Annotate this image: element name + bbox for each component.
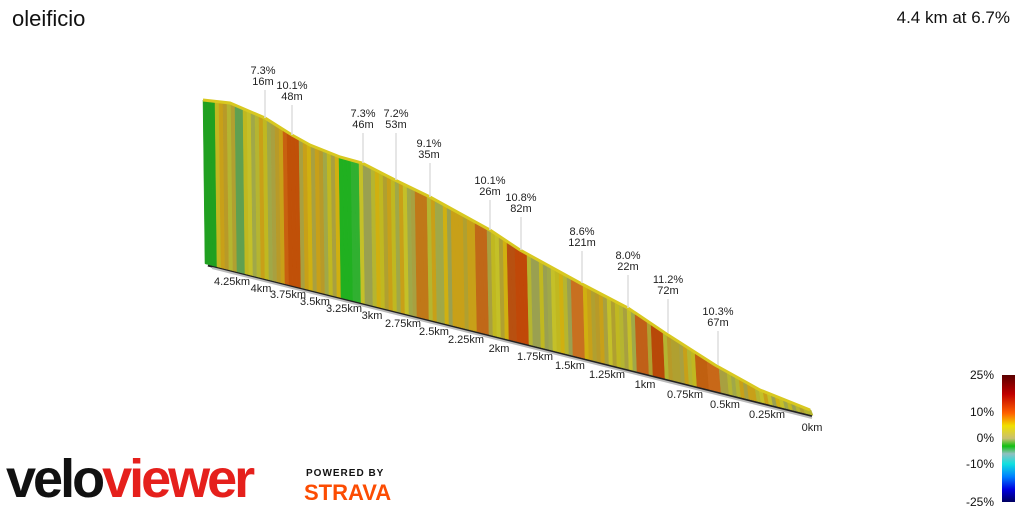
legend-label: 25%: [969, 368, 994, 382]
logo-viewer: viewer: [102, 449, 255, 509]
logo-velo: velo: [6, 449, 105, 509]
annotation-grade: 10.3%: [702, 306, 733, 318]
x-tick-label: 3.75km: [270, 289, 306, 301]
x-tick-label: 0.5km: [710, 399, 740, 411]
x-tick-label: 0km: [802, 422, 823, 434]
page-title: oleificio: [12, 6, 86, 31]
profile-baseline: [207, 263, 813, 418]
annotation-length: 46m: [352, 119, 373, 131]
climb-summary: 4.4 km at 6.7%: [896, 8, 1010, 27]
annotation-grade: 8.0%: [615, 250, 640, 262]
x-tick-label: 4.25km: [214, 276, 250, 288]
annotation-grade: 7.3%: [350, 108, 375, 120]
x-tick-label: 1.25km: [589, 369, 625, 381]
legend-label: -25%: [965, 495, 994, 509]
gradient-color-scale: [1002, 375, 1015, 502]
annotation-grade: 10.1%: [474, 175, 505, 187]
annotation-grade: 9.1%: [416, 138, 441, 150]
x-tick-label: 2.25km: [448, 334, 484, 346]
x-tick-label: 0.25km: [749, 409, 785, 421]
annotation-length: 26m: [479, 186, 500, 198]
x-tick-label: 1.5km: [555, 360, 585, 372]
x-tick-label: 3.25km: [326, 303, 362, 315]
annotation-grade: 7.3%: [250, 65, 275, 77]
x-tick-label: 2.75km: [385, 318, 421, 330]
annotation-grade: 10.1%: [276, 80, 307, 92]
annotation-length: 121m: [568, 237, 596, 249]
x-tick-label: 3km: [362, 310, 383, 322]
annotation-grade: 10.8%: [505, 192, 536, 204]
annotation-length: 22m: [617, 261, 638, 273]
x-tick-label: 2km: [489, 343, 510, 355]
annotation-length: 53m: [385, 119, 406, 131]
legend-label: 0%: [976, 431, 994, 445]
annotation-length: 67m: [707, 317, 728, 329]
x-tick-label: 3.5km: [300, 296, 330, 308]
annotation-length: 16m: [252, 76, 273, 88]
legend-label: -10%: [965, 457, 994, 471]
profile-baseline-shadow: [211, 267, 813, 419]
annotation-grade: 11.2%: [653, 274, 684, 286]
x-tick-label: 0.75km: [667, 389, 703, 401]
strava-logo: STRAVA: [304, 480, 392, 505]
x-tick-label: 1.75km: [517, 351, 553, 363]
annotation-length: 72m: [657, 285, 678, 297]
veloviewer-logo: veloviewer: [6, 449, 255, 509]
annotation-length: 48m: [281, 91, 302, 103]
annotation-grade: 7.2%: [383, 108, 408, 120]
x-tick-label: 4km: [251, 283, 272, 295]
x-tick-label: 1km: [635, 379, 656, 391]
powered-by-label: POWERED BY: [306, 468, 385, 479]
x-tick-label: 2.5km: [419, 326, 449, 338]
legend-label: 10%: [969, 405, 994, 419]
annotation-length: 35m: [418, 149, 439, 161]
annotation-grade: 8.6%: [569, 226, 594, 238]
annotation-length: 82m: [510, 203, 531, 215]
